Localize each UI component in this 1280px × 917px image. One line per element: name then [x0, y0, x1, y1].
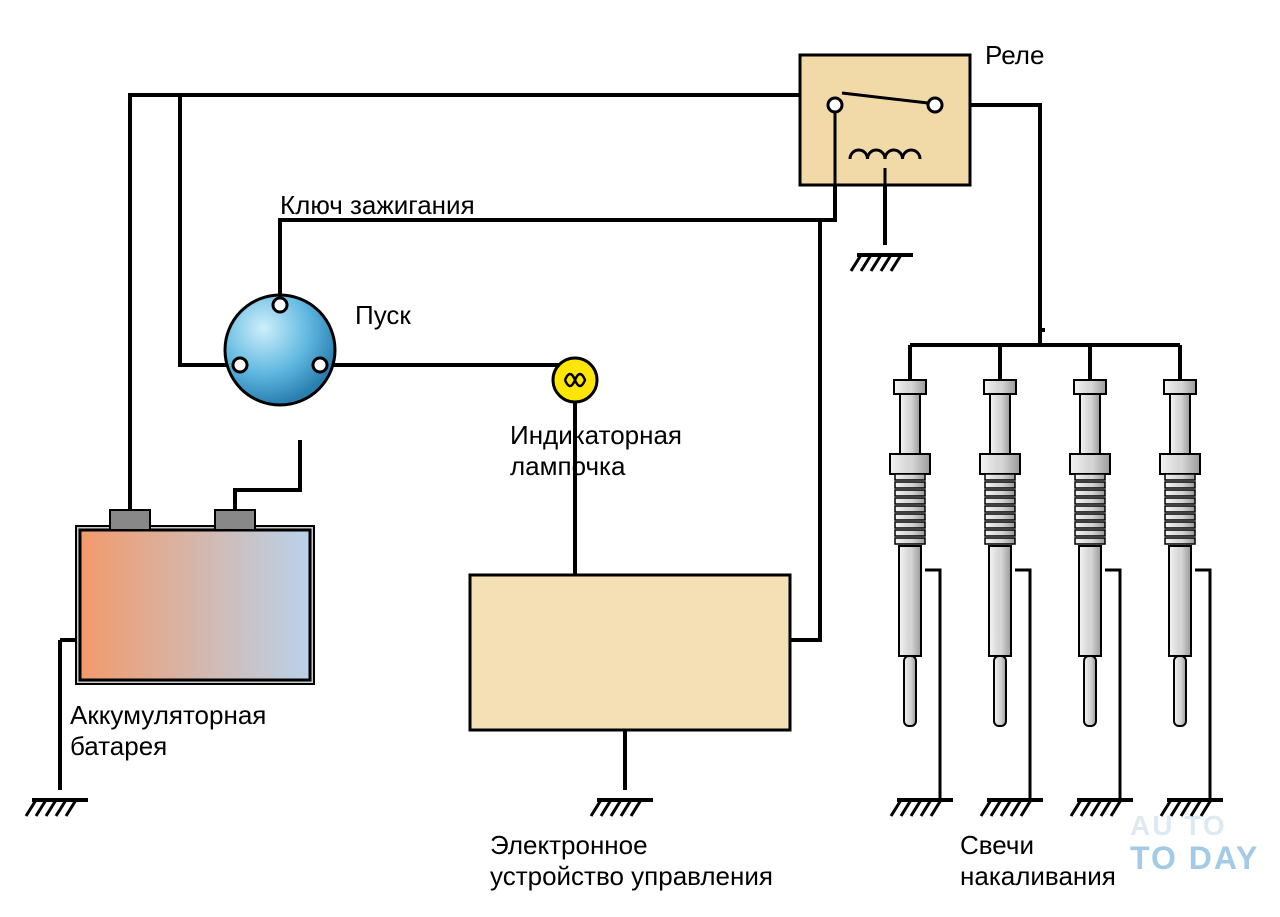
ignition-key-label: Ключ зажигания [280, 190, 475, 221]
ground-symbol [981, 800, 1043, 816]
watermark-line2: TO DAY [1130, 840, 1259, 877]
wire [320, 358, 575, 365]
battery-terminal [110, 510, 150, 530]
watermark-line1: AU TO [1130, 810, 1227, 842]
battery-terminal [215, 510, 255, 530]
glow-plug [1160, 345, 1210, 800]
ignition-port [313, 358, 327, 372]
ground-symbol [1071, 800, 1133, 816]
relay-label: Реле [985, 40, 1044, 71]
start-label: Пуск [355, 300, 411, 331]
ground-symbol [891, 800, 953, 816]
relay-terminal [928, 98, 942, 112]
glow-plugs-label: Свечинакаливания [960, 830, 1116, 892]
ground-symbol [851, 255, 913, 271]
wire [970, 105, 1045, 330]
relay-box [800, 55, 970, 185]
battery-body [80, 530, 310, 680]
ecu-box [470, 575, 790, 730]
glow-plug [890, 345, 940, 800]
battery-label: Аккумуляторнаябатарея [70, 700, 266, 762]
relay-terminal [828, 98, 842, 112]
ground-symbol [26, 800, 88, 816]
ignition-port [273, 298, 287, 312]
glow-plug [1070, 345, 1120, 800]
ignition-port [233, 358, 247, 372]
wire [790, 220, 820, 640]
wire [130, 95, 800, 510]
ecu-label: Электронноеустройство управления [490, 830, 773, 892]
glow-plug [980, 345, 1030, 800]
ground-symbol [591, 800, 653, 816]
indicator-lamp-label: Индикаторнаялампочка [510, 420, 682, 482]
